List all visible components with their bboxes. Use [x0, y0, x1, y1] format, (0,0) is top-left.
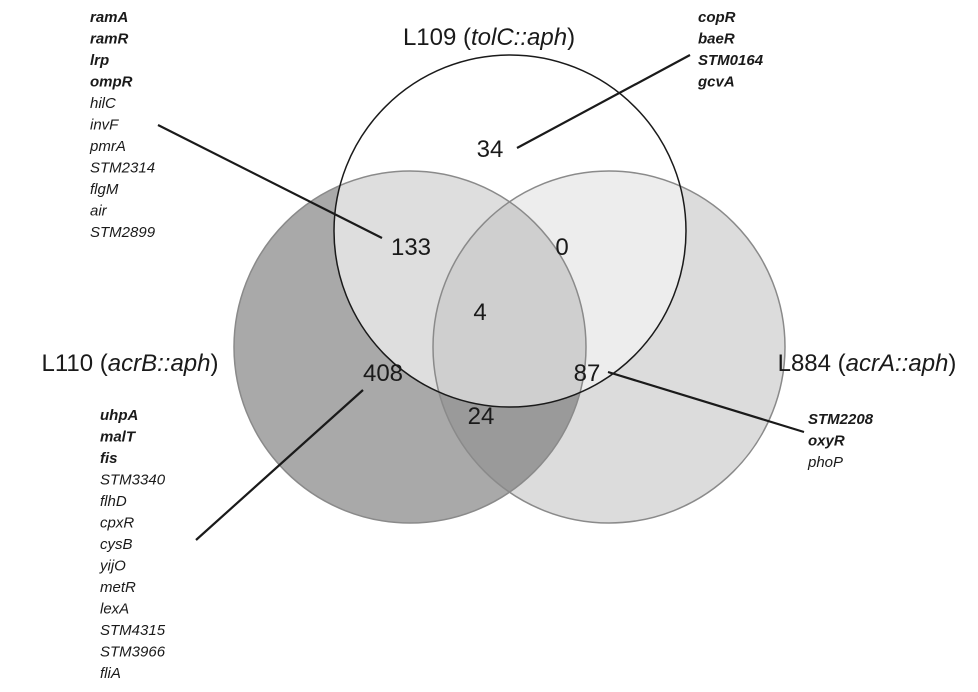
- gene-label: STM2899: [90, 224, 156, 241]
- all-three-overlap: [433, 171, 586, 407]
- gene-label: lexA: [100, 601, 129, 618]
- set-label-L884: L884 (acrA::aph): [778, 350, 957, 377]
- gene-label: invF: [90, 117, 119, 134]
- leader-line-L884-only: [607, 370, 805, 434]
- leader-line-L109-L110: [157, 124, 383, 239]
- gene-label: pmrA: [89, 138, 126, 155]
- gene-label: fis: [100, 450, 118, 467]
- gene-label: flhD: [100, 493, 127, 510]
- L884-outline: [432, 170, 786, 524]
- gene-label: yijO: [99, 558, 126, 575]
- set-label-L110: L110 (acrB::aph): [41, 350, 218, 377]
- count-L109-L884: 0: [555, 234, 568, 261]
- L109-outline: [333, 54, 687, 408]
- L110-outline: [233, 170, 587, 524]
- gene-label: ramA: [90, 9, 128, 26]
- gene-label: hilC: [90, 95, 116, 112]
- gene-list-L110-only: uhpA malT fis STM3340 flhD cpxR cysB yijO metR le…: [99, 407, 166, 682]
- gene-label: ompR: [90, 74, 133, 91]
- gene-list-L109-L110: ramA ramR lrp ompR hilC invF pmrA STM2314 flgM ai…: [89, 9, 156, 241]
- gene-label: cpxR: [100, 515, 134, 532]
- gene-list-L109-only: copR baeR STM0164 gcvA: [697, 9, 764, 91]
- gene-label: flgM: [90, 181, 119, 198]
- gene-label: lrp: [90, 52, 109, 69]
- gene-label: ramR: [90, 31, 129, 48]
- gene-label: cysB: [100, 536, 133, 553]
- count-L110-L884: 24: [468, 403, 495, 430]
- count-L110-only: 408: [363, 360, 403, 387]
- gene-label: STM2208: [808, 411, 874, 428]
- gene-label: baeR: [698, 31, 735, 48]
- leader-line-L109-only: [516, 54, 691, 149]
- gene-label: copR: [698, 9, 736, 26]
- gene-label: STM0164: [698, 52, 764, 69]
- gene-label: fliA: [100, 665, 121, 682]
- gene-label: STM3966: [100, 644, 166, 661]
- set-label-L109: L109 (tolC::aph): [403, 24, 575, 51]
- count-L109-only: 34: [477, 136, 504, 163]
- gene-label: phoP: [807, 454, 843, 471]
- gene-label: STM3340: [100, 472, 166, 489]
- gene-list-L884-only: STM2208 oxyR phoP: [807, 411, 874, 471]
- gene-label: STM4315: [100, 622, 166, 639]
- gene-label: gcvA: [697, 74, 735, 91]
- leader-line-L110-only: [195, 389, 364, 541]
- count-L109-L110: 133: [391, 234, 431, 261]
- count-L884-only: 87: [574, 360, 601, 387]
- gene-label: oxyR: [808, 433, 845, 450]
- gene-label: air: [90, 203, 108, 220]
- count-all-three: 4: [473, 299, 486, 326]
- gene-label: STM2314: [90, 160, 155, 177]
- gene-label: uhpA: [100, 407, 138, 424]
- gene-label: metR: [100, 579, 136, 596]
- gene-label: malT: [100, 429, 137, 446]
